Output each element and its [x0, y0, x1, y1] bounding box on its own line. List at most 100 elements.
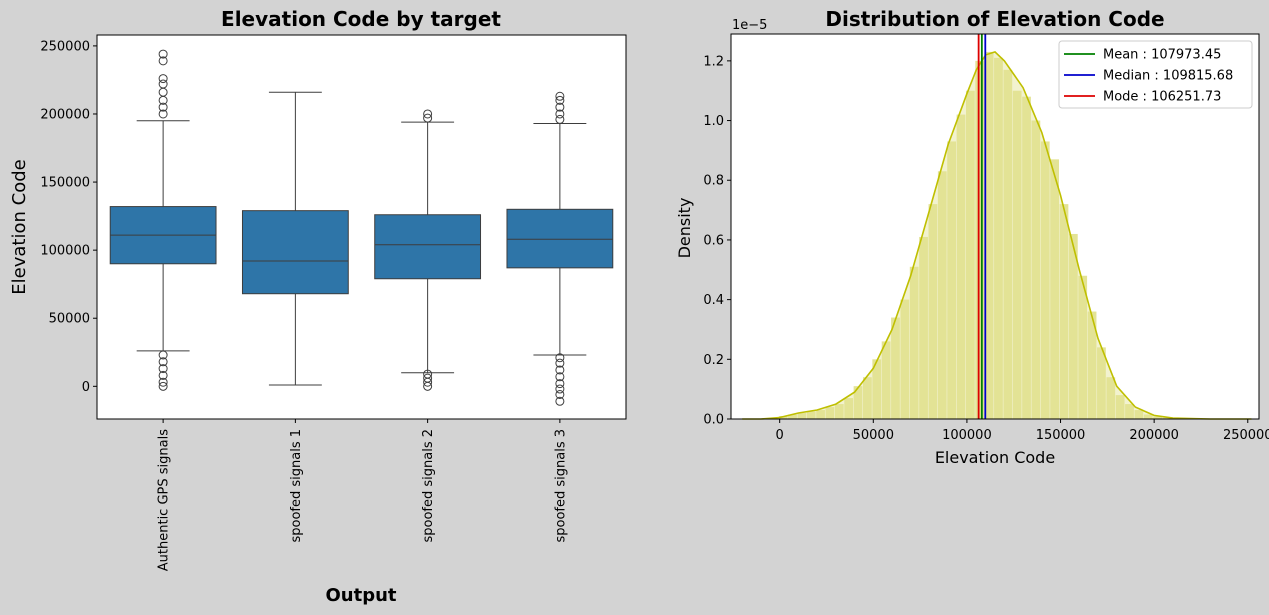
histogram-axes-frame: [730, 33, 1260, 420]
outlier-point: [158, 381, 168, 391]
boxplot-x-label: Output: [325, 585, 396, 606]
y-tick-label: 100000: [40, 244, 90, 259]
legend-label: Mode : 106251.73: [1103, 90, 1221, 105]
outlier-point: [423, 373, 433, 383]
histogram-bar: [1134, 410, 1144, 419]
histogram-bar: [1059, 204, 1069, 419]
outlier-point: [423, 369, 433, 379]
x-tick-label: 50000: [853, 428, 894, 443]
y-tick-label: 50000: [49, 312, 90, 327]
histogram-bar: [928, 204, 938, 419]
y-tick-label: 250000: [40, 39, 90, 54]
histogram-bar: [1031, 120, 1041, 419]
outlier-point: [158, 79, 168, 89]
y-tick-label: 0: [82, 380, 90, 395]
box: [374, 214, 482, 280]
histogram-bar: [947, 141, 957, 419]
histogram-bar: [1115, 395, 1125, 419]
histogram-bar: [1153, 416, 1162, 419]
x-tick-label: 0: [776, 428, 784, 443]
histogram-title: Distribution of Elevation Code: [825, 7, 1164, 31]
boxplot-x-ticks: Authentic GPS signals spoofed signals 1 sp…: [157, 419, 568, 571]
outlier-point: [158, 357, 168, 367]
histogram-bar: [825, 407, 835, 419]
outlier-point: [158, 49, 168, 59]
outlier-point: [158, 377, 168, 387]
y-tick-label: 0.0: [703, 413, 724, 428]
outlier-point: [158, 56, 168, 66]
y-tick-label: 0.4: [703, 293, 724, 308]
histogram-bar: [1125, 404, 1134, 419]
histogram-bar: [1106, 377, 1116, 419]
boxplot-y-ticks: 0 50000 100000 150000 200000 250000: [40, 39, 97, 395]
histogram-bars: [778, 51, 1191, 420]
legend: Mean : 107973.45 Median : 109815.68 Mode :…: [1058, 40, 1253, 109]
histogram-bar: [1022, 96, 1031, 420]
histogram-bar: [891, 317, 900, 419]
histogram-bar: [863, 377, 872, 419]
histogram-bar: [788, 414, 797, 419]
outlier-point: [555, 358, 565, 368]
boxplot-marks: [109, 49, 614, 406]
histogram-bar: [806, 411, 816, 419]
outlier-point: [555, 353, 565, 363]
x-tick-label: spoofed signals 2: [421, 429, 436, 543]
histogram-subplot: Distribution of Elevation Code Elevation…: [675, 7, 1269, 467]
outlier-point: [555, 102, 565, 112]
histogram-bar: [937, 171, 947, 419]
box: [506, 208, 614, 269]
outlier-point: [555, 372, 565, 382]
histogram-bar: [994, 57, 1003, 419]
legend-label: Mean : 107973.45: [1103, 48, 1221, 63]
x-tick-label: 200000: [1129, 428, 1179, 443]
outlier-point: [423, 113, 433, 123]
boxplot-title: Elevation Code by target: [221, 7, 501, 31]
box: [241, 210, 349, 295]
histogram-bar: [909, 266, 919, 419]
outlier-point: [555, 114, 565, 124]
histogram-bar: [956, 114, 966, 420]
histogram-bar: [881, 341, 891, 419]
histogram-bar: [900, 299, 910, 419]
y-tick-label: 0.8: [703, 174, 724, 189]
histogram-bar: [984, 51, 994, 419]
outlier-point: [158, 350, 168, 360]
histogram-bar: [1087, 311, 1097, 419]
histogram-bar: [1143, 414, 1153, 419]
outlier-point: [158, 102, 168, 112]
histogram-bar: [1012, 90, 1022, 419]
y-tick-label: 200000: [40, 107, 90, 122]
y-tick-label: 150000: [40, 176, 90, 191]
histogram-bar: [1162, 417, 1172, 419]
histogram-bar: [778, 416, 788, 419]
histogram-bar: [965, 90, 975, 419]
outlier-point: [555, 95, 565, 105]
outlier-point: [555, 384, 565, 394]
histogram-bar: [1003, 69, 1013, 419]
x-tick-label: spoofed signals 1: [289, 429, 304, 543]
outlier-point: [555, 91, 565, 101]
histogram-bar: [1068, 233, 1078, 419]
legend-frame: [1058, 40, 1253, 109]
histogram-bar: [1040, 141, 1050, 419]
y-tick-label: 1.0: [703, 114, 724, 129]
boxplot-y-label: Elevation Code: [9, 159, 30, 294]
x-tick-label: Authentic GPS signals: [157, 429, 172, 571]
histogram-bar: [975, 60, 985, 419]
outlier-point: [423, 109, 433, 119]
stat-vlines: [977, 34, 987, 419]
histogram-y-label: Density: [675, 198, 694, 259]
histogram-bar: [797, 413, 807, 419]
outlier-point: [555, 379, 565, 389]
kde-fill: [742, 51, 1252, 420]
outlier-point: [555, 396, 565, 406]
outlier-point: [158, 370, 168, 380]
y-tick-label: 0.6: [703, 233, 724, 248]
outlier-point: [555, 365, 565, 375]
outlier-point: [158, 364, 168, 374]
x-tick-label: 150000: [1036, 428, 1086, 443]
boxplot-subplot: Elevation Code by target Elevation Code …: [9, 7, 627, 606]
histogram-bar: [834, 404, 844, 419]
y-scale-offset-label: 1e−5: [732, 18, 767, 33]
